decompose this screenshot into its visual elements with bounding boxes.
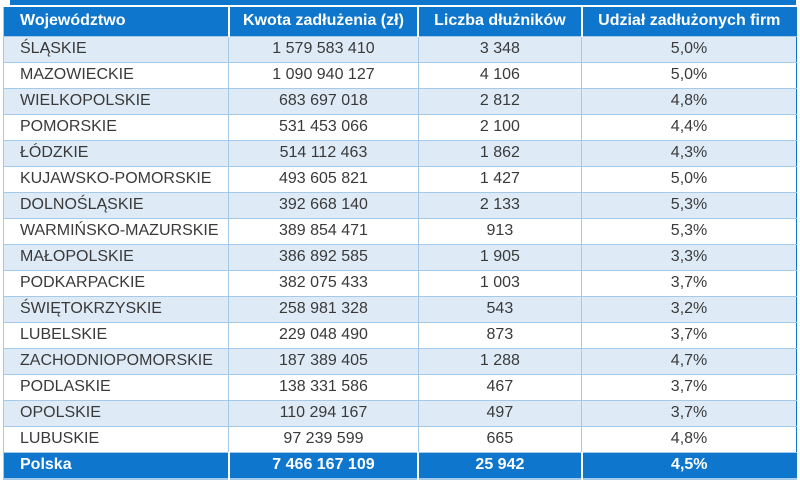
cell-debt-amount: 683 697 018 — [228, 87, 419, 115]
table-row: KUJAWSKO-POMORSKIE 493 605 821 1 427 5,0% — [3, 165, 797, 193]
cell-debtor-count: 2 133 — [417, 191, 583, 219]
voivodeship-debt-table: Województwo Kwota zadłużenia (zł) Liczba… — [3, 7, 797, 480]
cell-debt-share: 5,0% — [581, 165, 797, 193]
cell-debtor-count: 4 106 — [417, 61, 583, 89]
cell-debt-amount: 258 981 328 — [228, 295, 419, 323]
table-row: ZACHODNIOPOMORSKIE 187 389 405 1 288 4,7% — [3, 347, 797, 375]
col-header-debt-share: Udział zadłużonych firm — [580, 7, 797, 36]
table-top-border — [10, 0, 796, 5]
cell-debt-amount: 382 075 433 — [228, 269, 419, 297]
table-row: PODKARPACKIE 382 075 433 1 003 3,7% — [3, 269, 797, 297]
col-header-voivodeship: Województwo — [3, 7, 229, 36]
cell-debt-amount: 110 294 167 — [228, 399, 419, 427]
table-row: PODLASKIE 138 331 586 467 3,7% — [3, 373, 797, 401]
table-row: WIELKOPOLSKIE 683 697 018 2 812 4,8% — [3, 87, 797, 115]
cell-debt-amount: 229 048 490 — [228, 321, 419, 349]
cell-debtor-count: 665 — [417, 425, 583, 453]
cell-debt-share: 3,7% — [581, 399, 797, 427]
table-row: MAŁOPOLSKIE 386 892 585 1 905 3,3% — [3, 243, 797, 271]
cell-debtor-count: 3 348 — [417, 35, 583, 63]
cell-debt-amount: 531 453 066 — [228, 113, 419, 141]
cell-debt-share: 3,7% — [581, 269, 797, 297]
cell-debtor-count: 2 100 — [417, 113, 583, 141]
cell-debt-share: 4,3% — [581, 139, 797, 167]
header-row: Województwo Kwota zadłużenia (zł) Liczba… — [3, 7, 797, 36]
cell-voivodeship: ŁÓDZKIE — [3, 139, 230, 167]
table-row: DOLNOŚLĄSKIE 392 668 140 2 133 5,3% — [3, 191, 797, 219]
cell-voivodeship: ZACHODNIOPOMORSKIE — [3, 347, 230, 375]
cell-voivodeship: KUJAWSKO-POMORSKIE — [3, 165, 230, 193]
cell-debt-amount: 1 579 583 410 — [228, 35, 419, 63]
cell-voivodeship: DOLNOŚLĄSKIE — [3, 191, 230, 219]
cell-debtor-count: 543 — [417, 295, 583, 323]
footer-cell-debt-share: 4,5% — [580, 451, 797, 479]
cell-voivodeship: OPOLSKIE — [3, 399, 230, 427]
cell-voivodeship: LUBUSKIE — [3, 425, 230, 453]
cell-debt-amount: 389 854 471 — [228, 217, 419, 245]
cell-debt-amount: 1 090 940 127 — [228, 61, 419, 89]
cell-voivodeship: MAZOWIECKIE — [3, 61, 230, 89]
cell-debt-share: 4,4% — [581, 113, 797, 141]
cell-debt-share: 4,7% — [581, 347, 797, 375]
cell-debtor-count: 913 — [417, 217, 583, 245]
cell-debt-share: 5,3% — [581, 217, 797, 245]
cell-voivodeship: POMORSKIE — [3, 113, 230, 141]
cell-voivodeship: PODLASKIE — [3, 373, 230, 401]
table-row: LUBELSKIE 229 048 490 873 3,7% — [3, 321, 797, 349]
cell-debt-amount: 514 112 463 — [228, 139, 419, 167]
cell-debt-share: 5,3% — [581, 191, 797, 219]
cell-debtor-count: 2 812 — [417, 87, 583, 115]
table-row: OPOLSKIE 110 294 167 497 3,7% — [3, 399, 797, 427]
cell-debt-share: 5,0% — [581, 61, 797, 89]
cell-debtor-count: 1 905 — [417, 243, 583, 271]
table-row: ŁÓDZKIE 514 112 463 1 862 4,3% — [3, 139, 797, 167]
cell-debt-amount: 392 668 140 — [228, 191, 419, 219]
col-header-debtor-count: Liczba dłużników — [417, 7, 582, 36]
table-body: ŚLĄSKIE 1 579 583 410 3 348 5,0% MAZOWIECKIE… — [3, 35, 797, 453]
cell-debt-amount: 386 892 585 — [228, 243, 419, 271]
cell-voivodeship: WIELKOPOLSKIE — [3, 87, 230, 115]
footer-cell-debtor-count: 25 942 — [417, 451, 582, 479]
cell-debtor-count: 467 — [417, 373, 583, 401]
cell-debt-share: 5,0% — [581, 35, 797, 63]
table-row: WARMIŃSKO-MAZURSKIE 389 854 471 913 5,3% — [3, 217, 797, 245]
cell-debtor-count: 1 288 — [417, 347, 583, 375]
cell-debt-amount: 97 239 599 — [228, 425, 419, 453]
cell-voivodeship: PODKARPACKIE — [3, 269, 230, 297]
table-row: MAZOWIECKIE 1 090 940 127 4 106 5,0% — [3, 61, 797, 89]
col-header-debt-amount: Kwota zadłużenia (zł) — [227, 7, 419, 36]
cell-debt-share: 3,3% — [581, 243, 797, 271]
cell-voivodeship: MAŁOPOLSKIE — [3, 243, 230, 271]
cell-debtor-count: 1 862 — [417, 139, 583, 167]
cell-debt-share: 3,2% — [581, 295, 797, 323]
cell-debt-share: 4,8% — [581, 87, 797, 115]
cell-debt-share: 4,8% — [581, 425, 797, 453]
cell-debtor-count: 873 — [417, 321, 583, 349]
cell-debtor-count: 497 — [417, 399, 583, 427]
cell-voivodeship: WARMIŃSKO-MAZURSKIE — [3, 217, 230, 245]
table-row: ŚLĄSKIE 1 579 583 410 3 348 5,0% — [3, 35, 797, 63]
table-row: ŚWIĘTOKRZYSKIE 258 981 328 543 3,2% — [3, 295, 797, 323]
footer-row-polska: Polska 7 466 167 109 25 942 4,5% — [3, 451, 797, 479]
footer-cell-country: Polska — [3, 451, 229, 479]
table-row: POMORSKIE 531 453 066 2 100 4,4% — [3, 113, 797, 141]
cell-debtor-count: 1 427 — [417, 165, 583, 193]
cell-debt-share: 3,7% — [581, 373, 797, 401]
cell-debt-amount: 187 389 405 — [228, 347, 419, 375]
cell-voivodeship: LUBELSKIE — [3, 321, 230, 349]
cell-debt-share: 3,7% — [581, 321, 797, 349]
cell-debt-amount: 493 605 821 — [228, 165, 419, 193]
cell-debt-amount: 138 331 586 — [228, 373, 419, 401]
cell-voivodeship: ŚWIĘTOKRZYSKIE — [3, 295, 230, 323]
table-row: LUBUSKIE 97 239 599 665 4,8% — [3, 425, 797, 453]
cell-voivodeship: ŚLĄSKIE — [3, 35, 230, 63]
cell-debtor-count: 1 003 — [417, 269, 583, 297]
footer-cell-debt-amount: 7 466 167 109 — [227, 451, 419, 479]
